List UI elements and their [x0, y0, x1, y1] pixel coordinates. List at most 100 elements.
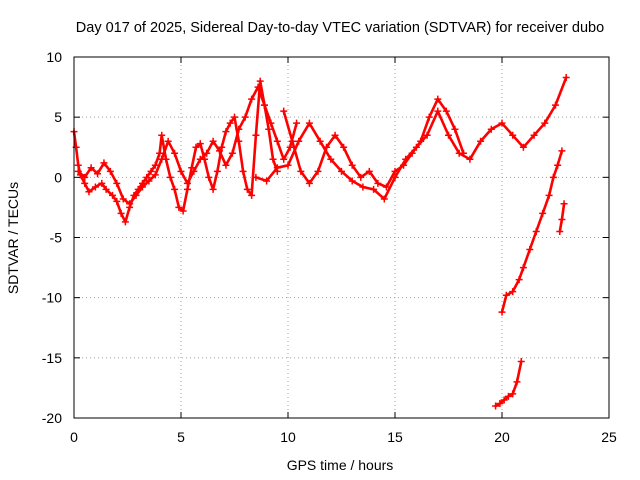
data-point: [552, 101, 559, 109]
data-point: [85, 188, 93, 196]
data-point: [252, 173, 260, 181]
y-axis-label: SDTVAR / TECUs: [5, 182, 21, 294]
x-axis-label: GPS time / hours: [287, 457, 394, 473]
y-tick-label: -20: [42, 410, 62, 426]
data-point: [175, 203, 183, 211]
data-point: [554, 161, 562, 169]
data-point: [417, 137, 425, 145]
data-point: [216, 147, 224, 155]
data-point: [138, 183, 146, 191]
data-point: [400, 161, 408, 169]
data-point: [293, 119, 301, 127]
data-point: [459, 149, 467, 157]
data-point: [156, 149, 164, 157]
data-point: [177, 167, 185, 175]
data-point: [119, 195, 127, 203]
data-point: [190, 167, 198, 175]
data-point: [265, 125, 273, 133]
data-point: [562, 73, 570, 81]
data-point: [541, 119, 549, 127]
data-point: [113, 179, 121, 187]
data-point: [263, 177, 271, 185]
series-satellite-track-3: [252, 73, 570, 203]
data-point: [166, 173, 174, 181]
data-point: [556, 227, 564, 235]
data-point: [91, 183, 99, 191]
data-point: [323, 143, 331, 151]
series-satellite-track-6: [498, 147, 566, 316]
data-point: [408, 149, 416, 157]
data-point: [192, 143, 200, 151]
data-point: [517, 357, 525, 365]
data-point: [423, 131, 431, 139]
data-point: [340, 143, 348, 151]
data-point: [81, 173, 89, 181]
data-point: [498, 308, 506, 316]
data-point: [151, 171, 159, 179]
data-point: [434, 107, 442, 115]
data-point: [222, 161, 230, 169]
data-point: [164, 137, 172, 145]
data-point: [382, 183, 390, 191]
y-tick-label: 5: [54, 109, 62, 125]
data-point: [295, 137, 303, 145]
y-tick-label: -15: [42, 350, 62, 366]
data-point: [314, 167, 322, 175]
chart-title: Day 017 of 2025, Sidereal Day-to-day VTE…: [76, 20, 604, 36]
data-point: [254, 83, 262, 91]
data-point: [273, 164, 281, 172]
data-point: [359, 183, 367, 191]
data-point: [81, 179, 89, 187]
y-tick-label: -10: [42, 290, 62, 306]
data-point: [113, 197, 121, 205]
data-point: [273, 137, 281, 145]
data-point: [209, 185, 217, 193]
data-point: [231, 113, 238, 121]
data-point: [102, 185, 110, 193]
axes: 0 5 10 15 20 25 -20 -15 -10 -5 0 5 10: [42, 49, 617, 445]
data-point: [121, 218, 129, 226]
y-tick-label: 10: [46, 49, 62, 65]
data-point: [248, 95, 256, 103]
grid: [74, 57, 609, 418]
data-point: [305, 119, 313, 127]
data-point: [513, 378, 521, 386]
series-satellite-track-4: [280, 95, 467, 191]
x-tick-label: 15: [387, 429, 403, 445]
data-point: [331, 131, 339, 139]
data-point: [316, 137, 324, 145]
data-point: [519, 143, 527, 151]
data-point: [357, 173, 365, 181]
data-point: [286, 143, 294, 151]
data-point: [515, 276, 523, 284]
data-point: [509, 288, 517, 296]
data-point: [171, 185, 179, 193]
data-point: [203, 149, 211, 157]
data-point: [147, 167, 155, 175]
data-point: [492, 402, 500, 410]
series-satellite-track-5: [492, 357, 525, 410]
x-tick-label: 5: [177, 429, 185, 445]
data-point: [451, 125, 459, 133]
data-point: [558, 147, 566, 155]
data-point: [252, 131, 260, 139]
x-tick-label: 25: [601, 429, 617, 445]
data-point: [374, 179, 382, 187]
series-line: [72, 79, 279, 224]
data-point: [183, 179, 191, 187]
data-point: [226, 119, 234, 127]
data-point: [380, 195, 388, 203]
data-point: [425, 113, 433, 121]
data-point: [500, 396, 508, 404]
data-point: [526, 246, 534, 254]
data-point: [145, 177, 153, 185]
data-point: [87, 164, 95, 172]
data-point: [241, 113, 249, 121]
data-point: [269, 155, 277, 163]
data-point: [496, 400, 504, 408]
data-point: [196, 155, 204, 163]
data-point: [171, 149, 179, 157]
data-point: [519, 264, 527, 272]
data-point: [502, 291, 510, 299]
x-tick-label: 10: [280, 429, 296, 445]
